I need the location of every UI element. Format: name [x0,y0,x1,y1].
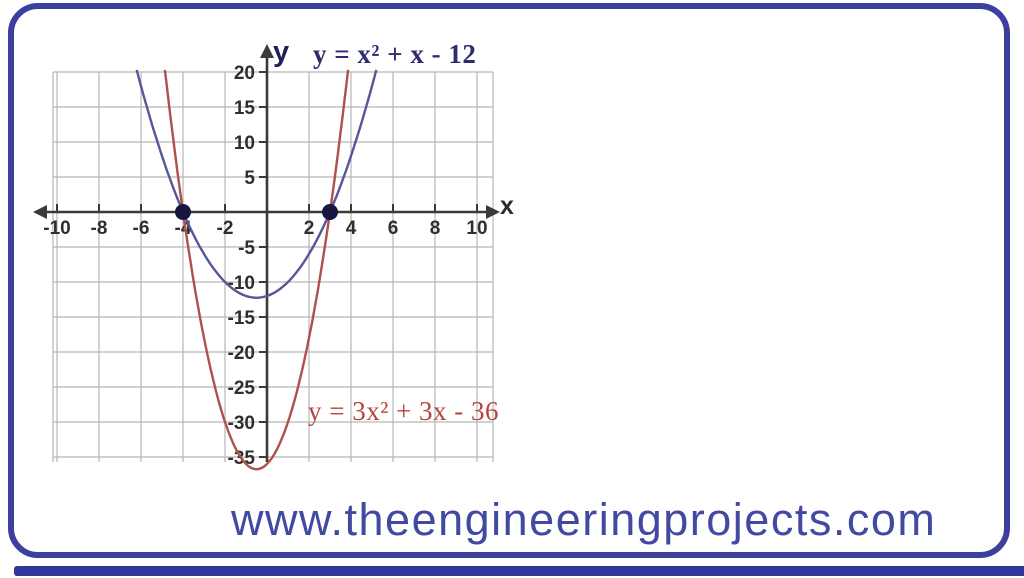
y-tick-label: -15 [228,308,256,329]
y-tick-label: -10 [228,273,255,294]
x-axis-label: x [500,192,514,220]
y-tick-label: -20 [228,343,255,364]
x-axis-right-arrowhead [486,205,500,219]
y-tick-label: 15 [234,98,256,119]
y-tick-label: -25 [228,378,256,399]
bottom-accent-bar [14,566,1024,576]
x-tick-label: 8 [430,218,441,239]
root-point [322,204,338,220]
y-tick-label: 20 [234,63,255,84]
watermark-url: www.theengineeringprojects.com [231,494,937,545]
parabola-curve [135,69,378,300]
rounded-border-frame [8,3,1010,558]
x-tick-label: 2 [304,218,315,239]
x-axis-left-arrowhead [33,205,47,219]
x-tick-label: 10 [466,218,487,239]
root-point [175,204,191,220]
equation-label-red: y = 3x² + 3x - 36 [308,396,500,426]
y-tick-label: -30 [228,413,255,434]
y-axis-label: y [273,36,290,68]
y-tick-label: -5 [238,238,255,259]
x-tick-label: 6 [388,218,399,239]
parabola-graph: -10 -8 -6 -4 -2 2 4 6 8 102015105-5-10-15-20-25-3… [33,44,500,471]
x-tick-label: -8 [91,218,108,239]
x-tick-label: 4 [346,218,357,239]
equation-label-blue: y = x² + x - 12 [313,39,477,69]
x-tick-label: -10 [43,218,70,239]
parabola-curve [163,69,350,471]
x-tick-label: -2 [217,218,234,239]
y-axis-top-arrowhead [260,44,274,58]
x-tick-label: -6 [133,218,150,239]
y-tick-label: 10 [234,133,255,154]
y-tick-label: 5 [244,168,255,189]
